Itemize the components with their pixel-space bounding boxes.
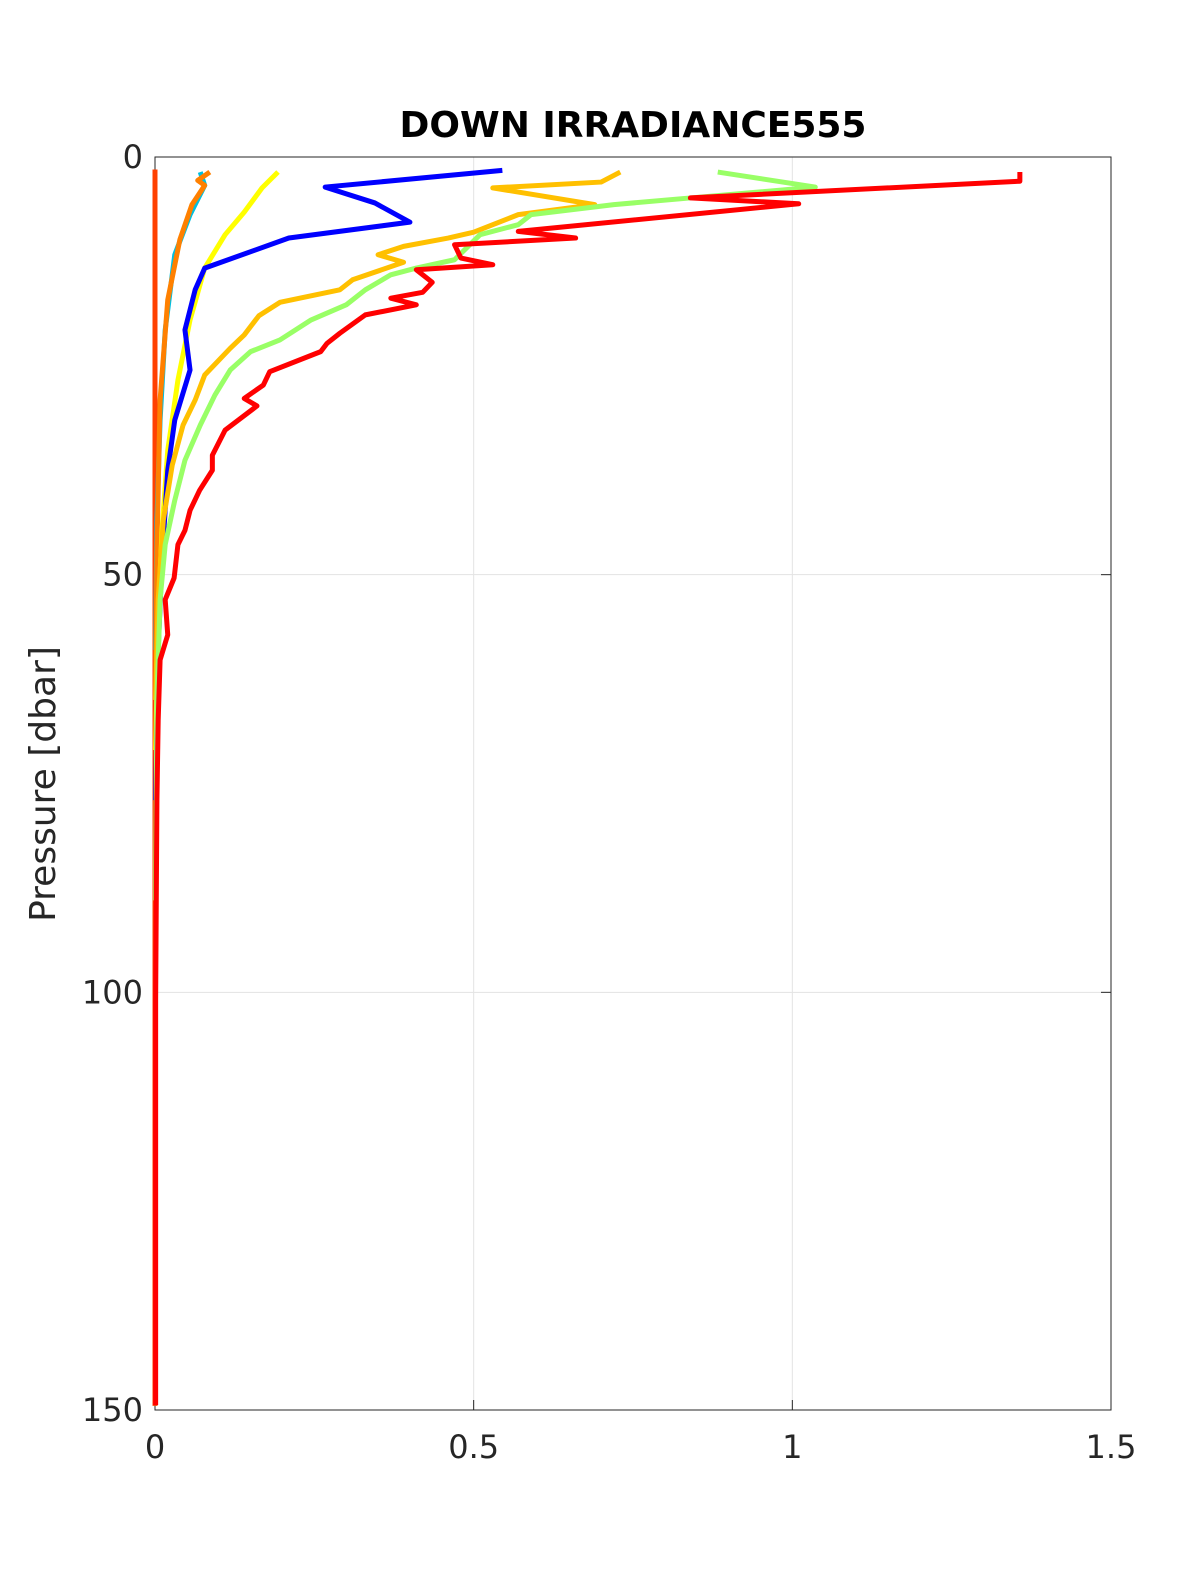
y-tick-label: 150 <box>82 1391 143 1429</box>
y-axis-label: Pressure [dbar] <box>23 646 64 922</box>
profile-line <box>153 169 818 901</box>
y-tick-label: 0 <box>123 138 143 176</box>
y-tick-label: 50 <box>102 556 143 594</box>
profile-line <box>153 169 212 700</box>
x-tick-label: 1 <box>782 1428 802 1466</box>
plot-frame <box>154 156 1112 1411</box>
profile-line <box>153 169 622 701</box>
profile-line <box>153 172 1023 1405</box>
x-tick-label: 0.5 <box>448 1428 499 1466</box>
x-tick-label: 0 <box>145 1428 165 1466</box>
profile-line <box>153 167 503 801</box>
y-tick-label: 100 <box>82 973 143 1011</box>
x-tick-label: 1.5 <box>1086 1428 1137 1466</box>
chart-title: DOWN IRRADIANCE555 <box>400 105 867 146</box>
